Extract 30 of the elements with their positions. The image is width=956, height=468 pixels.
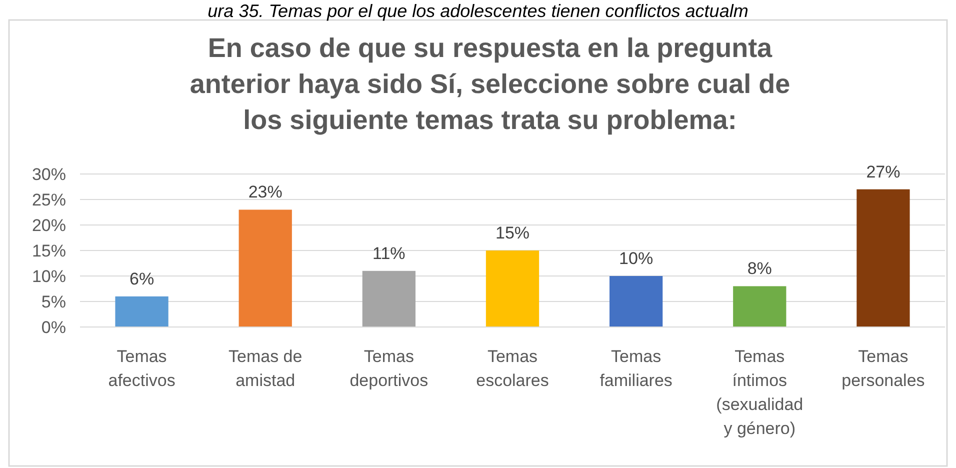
data-label: 10% [619, 249, 654, 268]
bar [610, 276, 663, 327]
x-tick-label: Temas de amistad [228, 347, 302, 390]
bar [486, 250, 540, 327]
bar [362, 270, 416, 327]
chart-title: En caso de que su respuesta en la pregunta anterior haya sido Sí, seleccione sobre cual de los siguiente temas trata su problema: [190, 33, 790, 135]
data-label: 6% [129, 269, 154, 288]
y-tick-label: 20% [32, 216, 66, 235]
data-label: 27% [866, 162, 900, 182]
y-tick-label: 10% [32, 266, 66, 286]
x-tick-label: Temas afectivos [108, 347, 176, 390]
y-tick-label: 5% [41, 292, 66, 312]
x-tick-label: Temas deportivos [350, 347, 428, 390]
y-tick-label: 30% [32, 164, 66, 184]
data-label: 11% [372, 244, 406, 263]
bar [238, 210, 292, 327]
data-label: 15% [495, 224, 530, 242]
y-tick-label: 25% [32, 190, 66, 210]
bar [856, 189, 910, 327]
x-tick-label: Temas escolares [476, 347, 549, 390]
text: ura 35. Temas por el que los adolescentes tienen conflictos actualm [208, 1, 748, 21]
y-tick-label: 0% [41, 318, 66, 337]
data-label: 23% [248, 182, 282, 202]
x-tick-label: Temas familiares [600, 347, 672, 390]
x-tick-label: Temas personales [842, 347, 925, 390]
data-label: 8% [747, 259, 772, 278]
bar [115, 296, 168, 327]
bar [733, 286, 786, 327]
x-tick-label: Temas íntimos (sexualidad y género) [716, 347, 804, 438]
y-tick-label: 15% [32, 241, 66, 260]
